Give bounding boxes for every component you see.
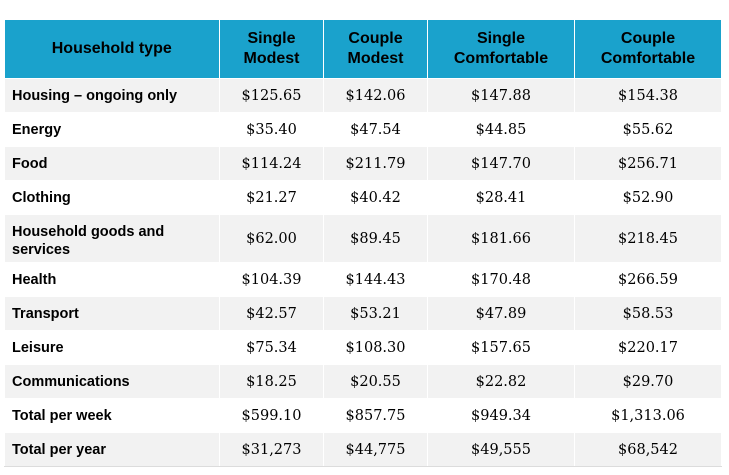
cell-value: $75.34 [219, 330, 324, 365]
cell-value: $1,313.06 [574, 398, 722, 433]
table-row: Communications $18.25 $20.55 $22.82 $29.70 [4, 364, 722, 399]
table-row: Health $104.39 $144.43 $170.48 $266.59 [4, 262, 722, 297]
cell-value: $44,775 [323, 432, 428, 467]
cell-value: $29.70 [574, 364, 722, 399]
cell-value: $53.21 [323, 296, 428, 331]
cell-value: $68,542 [574, 432, 722, 467]
table-row: Food $114.24 $211.79 $147.70 $256.71 [4, 146, 722, 181]
cell-value: $147.88 [427, 78, 575, 113]
cell-value: $49,555 [427, 432, 575, 467]
header-line: Household type [51, 40, 172, 57]
header-line: Comfortable [600, 50, 696, 67]
cell-value: $181.66 [427, 214, 575, 263]
cell-value: $47.89 [427, 296, 575, 331]
cell-value: $220.17 [574, 330, 722, 365]
cell-value: $58.53 [574, 296, 722, 331]
table-row: Household goods and services $62.00 $89.45… [4, 214, 722, 263]
row-label: Communications [4, 364, 220, 399]
cell-value: $142.06 [323, 78, 428, 113]
cell-value: $104.39 [219, 262, 324, 297]
header-line: Comfortable [453, 50, 549, 67]
household-budget-table: Household type Single Modest Couple Modest Si… [4, 20, 722, 467]
cell-value: $157.65 [427, 330, 575, 365]
header-line: Couple [620, 30, 676, 47]
header-line: Modest [347, 50, 404, 67]
row-label: Transport [4, 296, 220, 331]
header-line: Single [476, 30, 525, 47]
cell-value: $114.24 [219, 146, 324, 181]
cell-value: $52.90 [574, 180, 722, 215]
row-label: Total per week [4, 398, 220, 433]
table-row: Total per week $599.10 $857.75 $949.34 $1,31… [4, 398, 722, 433]
cell-value: $256.71 [574, 146, 722, 181]
table-row: Leisure $75.34 $108.30 $157.65 $220.17 [4, 330, 722, 365]
row-label: Food [4, 146, 220, 181]
cell-value: $211.79 [323, 146, 428, 181]
cell-value: $40.42 [323, 180, 428, 215]
table-body: Housing – ongoing only $125.65 $142.06 $147… [4, 78, 722, 467]
cell-value: $147.70 [427, 146, 575, 181]
row-label: Household goods and services [4, 214, 220, 263]
budget-table-container: Household type Single Modest Couple Modest Si… [4, 20, 722, 467]
cell-value: $144.43 [323, 262, 428, 297]
cell-value: $42.57 [219, 296, 324, 331]
header-household-type: Household type [4, 20, 220, 79]
cell-value: $218.45 [574, 214, 722, 263]
cell-value: $89.45 [323, 214, 428, 263]
cell-value: $55.62 [574, 112, 722, 147]
cell-value: $35.40 [219, 112, 324, 147]
cell-value: $266.59 [574, 262, 722, 297]
header-single-modest: Single Modest [219, 20, 324, 79]
table-row: Energy $35.40 $47.54 $44.85 $55.62 [4, 112, 722, 147]
row-label: Total per year [4, 432, 220, 467]
cell-value: $125.65 [219, 78, 324, 113]
header-single-comfortable: Single Comfortable [427, 20, 575, 79]
header-line: Couple [348, 30, 403, 47]
cell-value: $154.38 [574, 78, 722, 113]
cell-value: $28.41 [427, 180, 575, 215]
cell-value: $62.00 [219, 214, 324, 263]
row-label: Health [4, 262, 220, 297]
table-row: Transport $42.57 $53.21 $47.89 $58.53 [4, 296, 722, 331]
cell-value: $44.85 [427, 112, 575, 147]
header-row: Household type Single Modest Couple Modest Si… [4, 20, 722, 79]
table-row: Housing – ongoing only $125.65 $142.06 $147… [4, 78, 722, 113]
cell-value: $949.34 [427, 398, 575, 433]
header-couple-comfortable: Couple Comfortable [574, 20, 722, 79]
table-row: Total per year $31,273 $44,775 $49,555 $68,5… [4, 432, 722, 467]
row-label: Housing – ongoing only [4, 78, 220, 113]
header-couple-modest: Couple Modest [323, 20, 428, 79]
cell-value: $857.75 [323, 398, 428, 433]
table-header: Household type Single Modest Couple Modest Si… [4, 20, 722, 79]
cell-value: $31,273 [219, 432, 324, 467]
cell-value: $18.25 [219, 364, 324, 399]
cell-value: $20.55 [323, 364, 428, 399]
row-label: Leisure [4, 330, 220, 365]
row-label: Clothing [4, 180, 220, 215]
cell-value: $22.82 [427, 364, 575, 399]
table-row: Clothing $21.27 $40.42 $28.41 $52.90 [4, 180, 722, 215]
header-line: Single [247, 30, 296, 47]
cell-value: $47.54 [323, 112, 428, 147]
cell-value: $170.48 [427, 262, 575, 297]
cell-value: $599.10 [219, 398, 324, 433]
row-label: Energy [4, 112, 220, 147]
cell-value: $108.30 [323, 330, 428, 365]
header-line: Modest [243, 50, 300, 67]
cell-value: $21.27 [219, 180, 324, 215]
